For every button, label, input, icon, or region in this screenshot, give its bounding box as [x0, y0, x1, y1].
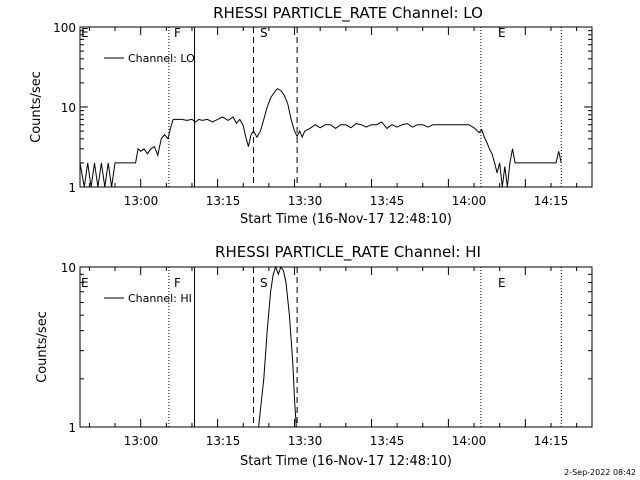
chart-panel-lo: RHESSI PARTICLE_RATE Channel: LO 1 10 10… — [29, 4, 593, 227]
x-axis-label: Start Time (16-Nov-17 12:48:10) — [240, 454, 452, 469]
axis-ticks — [80, 26, 592, 188]
x-tick-label: 13:30 — [288, 434, 323, 448]
series-layer — [258, 265, 297, 428]
y-axis-label: Counts/sec — [35, 311, 50, 383]
chart-panel-hi: RHESSI PARTICLE_RATE Channel: HI 1 10 13… — [35, 243, 593, 469]
x-tick-label: 13:15 — [206, 194, 241, 208]
marker-label: E — [498, 26, 506, 40]
chart-title: RHESSI PARTICLE_RATE Channel: HI — [215, 243, 481, 262]
x-tick-label: 13:15 — [206, 434, 241, 448]
y-tick-label: 100 — [53, 21, 76, 35]
y-tick-label: 10 — [61, 101, 76, 115]
marker-label: E — [81, 276, 89, 290]
event-markers — [168, 267, 562, 427]
marker-label: F — [174, 276, 181, 290]
x-tick-label: 13:45 — [370, 194, 405, 208]
y-tick-label: 1 — [68, 181, 76, 195]
generation-timestamp: 2-Sep-2022 08:42 — [564, 468, 636, 477]
y-tick-label: 1 — [68, 421, 76, 435]
x-tick-label: 14:15 — [534, 194, 569, 208]
x-tick-label: 14:15 — [534, 434, 569, 448]
marker-label: S — [260, 276, 268, 290]
series-line — [258, 265, 297, 428]
series-layer — [79, 87, 562, 188]
y-tick-label: 10 — [61, 261, 76, 275]
axis-ticks — [80, 266, 592, 428]
marker-label: F — [174, 26, 181, 40]
plot-frame — [79, 266, 593, 428]
x-tick-label: 13:45 — [370, 434, 405, 448]
x-axis-label: Start Time (16-Nov-17 12:48:10) — [240, 212, 452, 227]
x-tick-label: 14:00 — [452, 434, 487, 448]
y-axis-label: Counts/sec — [29, 71, 44, 143]
x-tick-label: 14:00 — [452, 194, 487, 208]
x-tick-label: 13:30 — [288, 194, 323, 208]
chart-title: RHESSI PARTICLE_RATE Channel: LO — [213, 4, 483, 23]
marker-label: S — [260, 26, 268, 40]
legend-label: Channel: LO — [128, 52, 195, 65]
marker-label: E — [81, 26, 89, 40]
event-markers — [168, 27, 562, 187]
x-tick-label: 13:00 — [124, 434, 159, 448]
series-line — [79, 87, 562, 188]
marker-label: E — [498, 276, 506, 290]
x-tick-label: 13:00 — [124, 194, 159, 208]
legend-label: Channel: HI — [128, 292, 192, 305]
